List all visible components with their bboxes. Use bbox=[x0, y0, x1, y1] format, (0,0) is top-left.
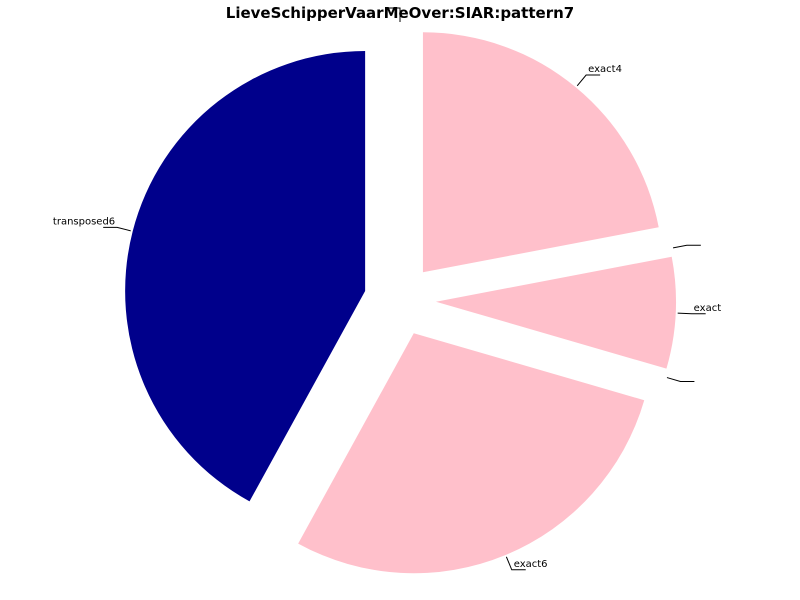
pie-slice-exact6 bbox=[298, 333, 645, 574]
slice-label: exact6 bbox=[514, 559, 548, 570]
slice-label: exact4 bbox=[588, 64, 622, 75]
label-leader-line bbox=[576, 74, 601, 87]
slice-label: transposed6 bbox=[53, 216, 115, 227]
slice-label: exact bbox=[694, 303, 722, 314]
label-leader-line bbox=[103, 226, 131, 232]
label-leader-line bbox=[386, 7, 401, 22]
pie-slice-exact4 bbox=[422, 32, 659, 273]
pie-slice-transposed6 bbox=[125, 51, 366, 502]
label-leader-line bbox=[677, 312, 706, 315]
pie-slice-exact bbox=[435, 256, 676, 369]
label-leader-line bbox=[666, 377, 695, 382]
label-leader-line bbox=[505, 556, 526, 571]
label-leader-line bbox=[672, 244, 701, 249]
